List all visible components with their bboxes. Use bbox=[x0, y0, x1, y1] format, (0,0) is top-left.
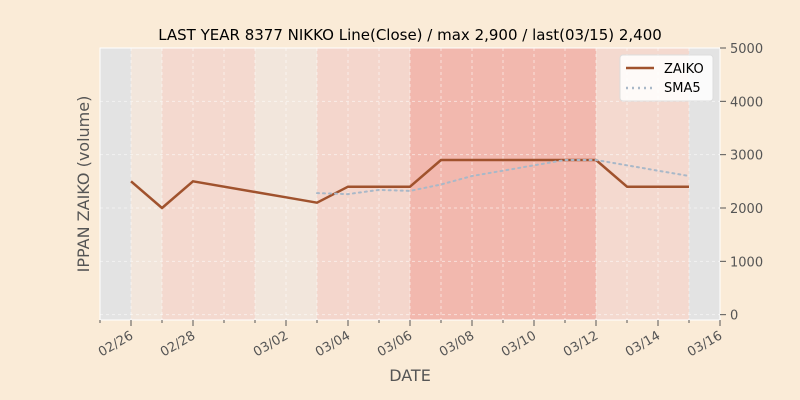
y-tick-label: 4000 bbox=[730, 95, 763, 110]
x-tick-label: 02/28 bbox=[158, 328, 198, 360]
band-5 bbox=[410, 48, 596, 320]
x-tick-label: 03/16 bbox=[685, 328, 725, 360]
chart-title: LAST YEAR 8377 NIKKO Line(Close) / max 2… bbox=[158, 26, 662, 44]
band-4 bbox=[317, 48, 410, 320]
x-tick-label: 03/04 bbox=[313, 328, 353, 360]
x-tick-label: 03/02 bbox=[251, 328, 291, 360]
y-tick-label: 5000 bbox=[730, 42, 763, 57]
x-tick-label: 03/10 bbox=[499, 328, 539, 360]
y-tick-label: 1000 bbox=[730, 255, 763, 270]
legend-label-sma5: SMA5 bbox=[664, 81, 701, 96]
legend-box bbox=[619, 54, 714, 102]
x-tick-label: 03/14 bbox=[623, 328, 663, 360]
legend: ZAIKO SMA5 bbox=[619, 54, 714, 102]
band-1 bbox=[131, 48, 162, 320]
x-axis: 02/26 02/28 03/02 03/04 03/06 03/08 03/10 03/12… bbox=[96, 320, 725, 360]
y-tick-label: 3000 bbox=[730, 149, 763, 164]
background-bands bbox=[100, 48, 720, 320]
series-zaiko-line bbox=[130, 158, 689, 210]
band-0 bbox=[100, 48, 131, 320]
x-tick-label: 03/08 bbox=[437, 328, 477, 360]
y-tick-label: 0 bbox=[730, 309, 738, 324]
y-tick-label: 2000 bbox=[730, 202, 763, 217]
series-sma5-line bbox=[316, 159, 690, 196]
y-axis: 0 1000 2000 3000 4000 5000 bbox=[720, 42, 763, 324]
x-tick-label: 03/06 bbox=[375, 328, 415, 360]
x-tick-label: 02/26 bbox=[96, 328, 136, 360]
x-axis-title: DATE bbox=[389, 366, 431, 385]
x-tick-label: 03/12 bbox=[561, 328, 601, 360]
y-axis-title: IPPAN ZAIKO (volume) bbox=[74, 96, 93, 273]
legend-label-zaiko: ZAIKO bbox=[664, 62, 704, 77]
series-lines bbox=[130, 158, 690, 210]
band-3 bbox=[255, 48, 317, 320]
